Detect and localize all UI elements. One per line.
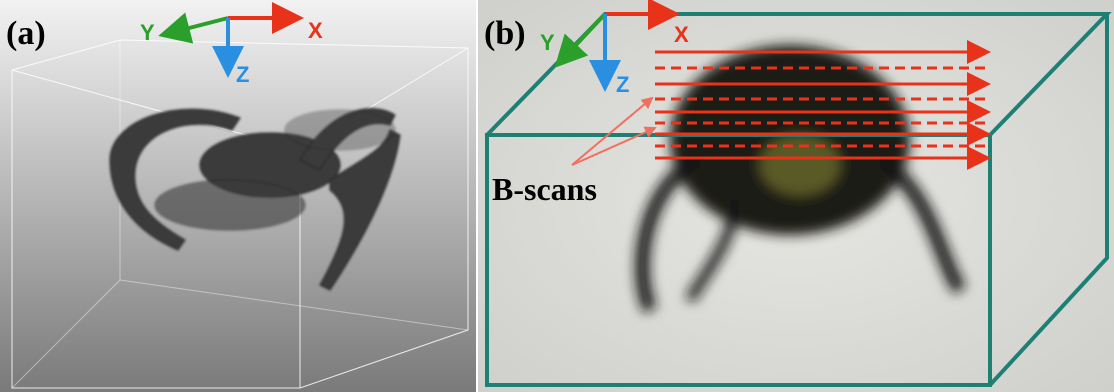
panel-b: X Y Z B-scans (b) [478, 0, 1114, 392]
panel-a: X Y Z (a) [0, 0, 476, 392]
z-axis-label: Z [616, 72, 629, 97]
panel-label: (a) [6, 15, 46, 52]
b-scans-label: B-scans [492, 171, 597, 207]
x-axis-label: X [308, 18, 323, 43]
panel-label: (b) [484, 15, 526, 52]
y-axis-label: Y [540, 30, 555, 55]
z-axis-label: Z [236, 62, 249, 87]
x-axis-label: X [674, 22, 689, 47]
y-axis-label: Y [140, 20, 155, 45]
figure: X Y Z (a) [0, 0, 1114, 392]
